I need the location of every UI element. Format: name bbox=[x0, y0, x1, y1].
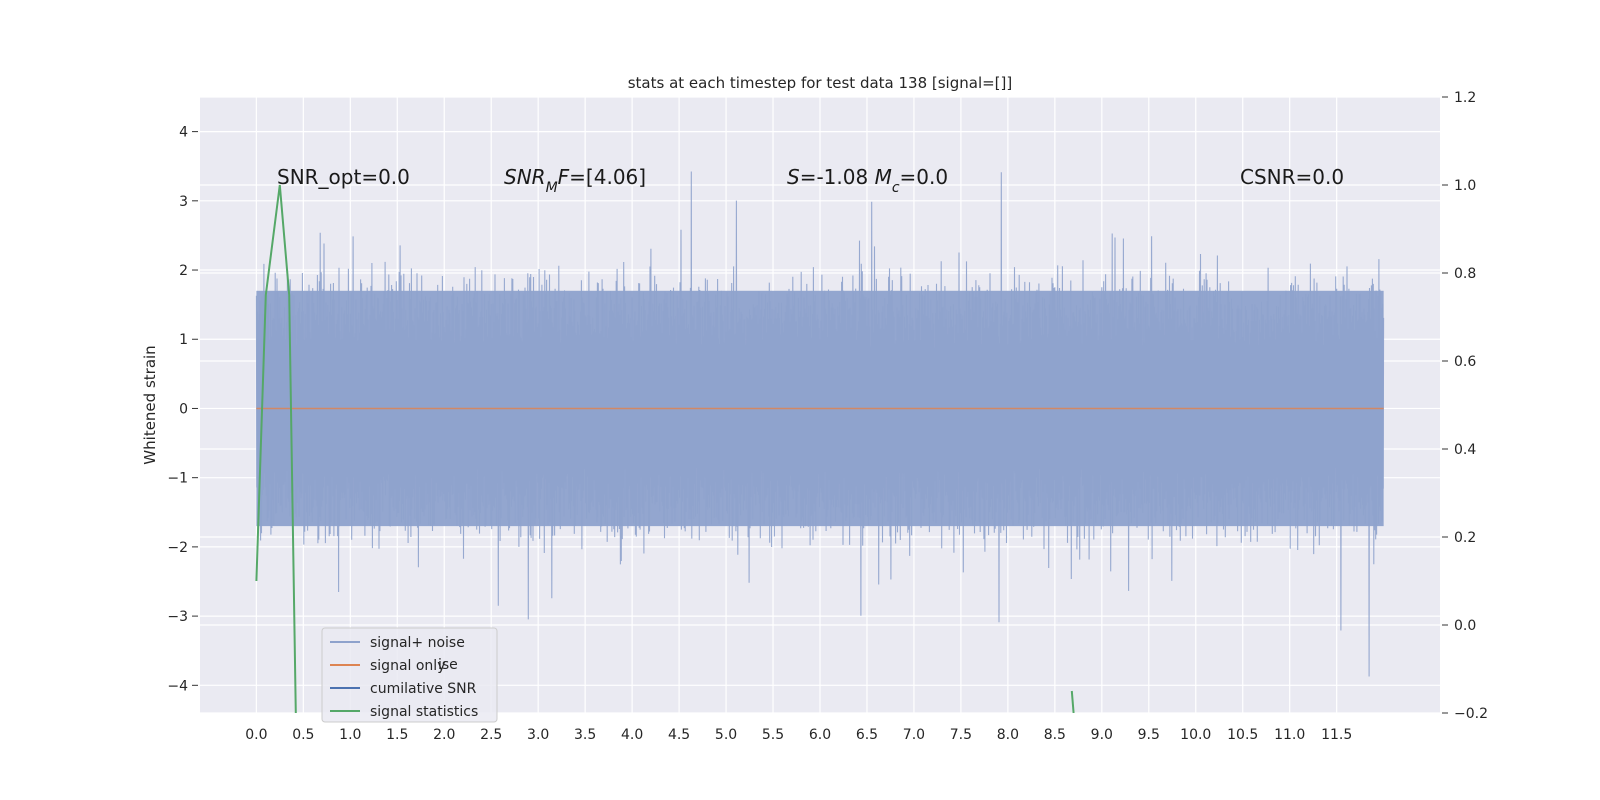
x-tick-label: 3.0 bbox=[527, 727, 549, 743]
annotation-part: CSNR=0.0 bbox=[1240, 165, 1344, 189]
y-right-tick-label: 0.0 bbox=[1454, 618, 1476, 634]
x-tick-label: 2.5 bbox=[480, 727, 502, 743]
x-tick-label: 8.0 bbox=[997, 727, 1019, 743]
x-tick-label: 3.5 bbox=[574, 727, 596, 743]
signal-statistics-line bbox=[255, 184, 297, 713]
y-tick-label: 0 bbox=[179, 401, 188, 417]
x-tick-label: 0.5 bbox=[292, 727, 314, 743]
annotation-part: =0.0 bbox=[900, 165, 949, 189]
y-right-tick-label: 0.8 bbox=[1454, 266, 1476, 282]
annotation-part: c bbox=[892, 180, 900, 196]
signal-statistics-series bbox=[255, 184, 1075, 713]
x-tick-label: 5.5 bbox=[762, 727, 784, 743]
x-tick-label: 9.0 bbox=[1091, 727, 1113, 743]
annotation-part: M bbox=[546, 180, 558, 196]
x-tick-label: 1.0 bbox=[339, 727, 361, 743]
y-tick-label: 4 bbox=[179, 125, 188, 141]
annotation-part: F bbox=[558, 165, 570, 189]
legend-label: signal statistics bbox=[370, 704, 478, 720]
legend: ise signal+ noise signal only cumilative SN… bbox=[321, 627, 498, 723]
y-tick-label: −1 bbox=[167, 471, 188, 487]
y-right-tick-label: 1.0 bbox=[1454, 178, 1476, 194]
annotation-part: SNR_opt=0.0 bbox=[277, 165, 410, 189]
x-tick-label: 11.5 bbox=[1321, 727, 1352, 743]
y-tick-label: 1 bbox=[179, 332, 188, 348]
x-tick-label: 1.5 bbox=[386, 727, 408, 743]
annotation-0: SNR_opt=0.0 bbox=[277, 165, 410, 189]
x-tick-label: 0.0 bbox=[245, 727, 267, 743]
x-tick-label: 4.5 bbox=[668, 727, 690, 743]
annotation-part: M bbox=[875, 165, 892, 189]
y-axis-label: Whitened strain bbox=[141, 345, 159, 464]
y-tick-label: 3 bbox=[179, 194, 188, 210]
annotation-part: =[4.06] bbox=[569, 165, 646, 189]
x-tick-label: 5.0 bbox=[715, 727, 737, 743]
annotation-1: SNRMF=[4.06] bbox=[504, 165, 646, 196]
annotation-part: SNR bbox=[504, 165, 546, 189]
x-tick-label: 11.0 bbox=[1274, 727, 1305, 743]
x-tick-label: 10.0 bbox=[1180, 727, 1211, 743]
y-right-tick-label: −0.2 bbox=[1454, 706, 1488, 722]
y-tick-label: 2 bbox=[179, 263, 188, 279]
y-tick-label: −2 bbox=[167, 540, 188, 556]
annotations: SNR_opt=0.0 SNRMF=[4.06] S=-1.08 Mc=0.0 CSN… bbox=[277, 165, 1344, 196]
annotation-3: CSNR=0.0 bbox=[1240, 165, 1344, 189]
x-tick-label: 7.0 bbox=[903, 727, 925, 743]
x-tick-label: 10.5 bbox=[1227, 727, 1258, 743]
y-axis-left: 4 3 2 1 0 −1 −2 −3 −4 bbox=[167, 125, 198, 694]
signal-statistics-line bbox=[1070, 690, 1075, 713]
legend-box bbox=[321, 627, 498, 723]
y-right-tick-label: 0.4 bbox=[1454, 442, 1476, 458]
x-tick-label: 2.0 bbox=[433, 727, 455, 743]
annotation-part: =-1.08 bbox=[800, 165, 875, 189]
x-tick-label: 7.5 bbox=[950, 727, 972, 743]
x-tick-label: 9.5 bbox=[1138, 727, 1160, 743]
legend-label: signal+ noise bbox=[370, 635, 465, 651]
legend-label: cumilative SNR bbox=[370, 681, 477, 697]
x-axis: 0.0 0.5 1.0 1.5 2.0 2.5 3.0 3.5 4.0 4.5 5.0 5.5 6.0 6… bbox=[245, 727, 1352, 743]
y-tick-label: −3 bbox=[167, 609, 188, 625]
x-tick-label: 6.5 bbox=[856, 727, 878, 743]
y-right-tick-label: 0.2 bbox=[1454, 530, 1476, 546]
y-axis-right: 1.2 1.0 0.8 0.6 0.4 0.2 0.0 −0.2 bbox=[1442, 90, 1488, 722]
y-tick-label: −4 bbox=[167, 678, 188, 694]
chart-title: stats at each timestep for test data 138… bbox=[628, 74, 1013, 92]
legend-label: signal only bbox=[370, 658, 445, 674]
annotation-part: S bbox=[787, 165, 800, 189]
x-tick-label: 4.0 bbox=[621, 727, 643, 743]
y-right-tick-label: 1.2 bbox=[1454, 90, 1476, 106]
x-tick-label: 8.5 bbox=[1044, 727, 1066, 743]
annotation-2: S=-1.08 Mc=0.0 bbox=[787, 165, 948, 196]
legend-ghost-text: ise bbox=[438, 657, 458, 673]
x-tick-label: 6.0 bbox=[809, 727, 831, 743]
y-right-tick-label: 0.6 bbox=[1454, 354, 1476, 370]
